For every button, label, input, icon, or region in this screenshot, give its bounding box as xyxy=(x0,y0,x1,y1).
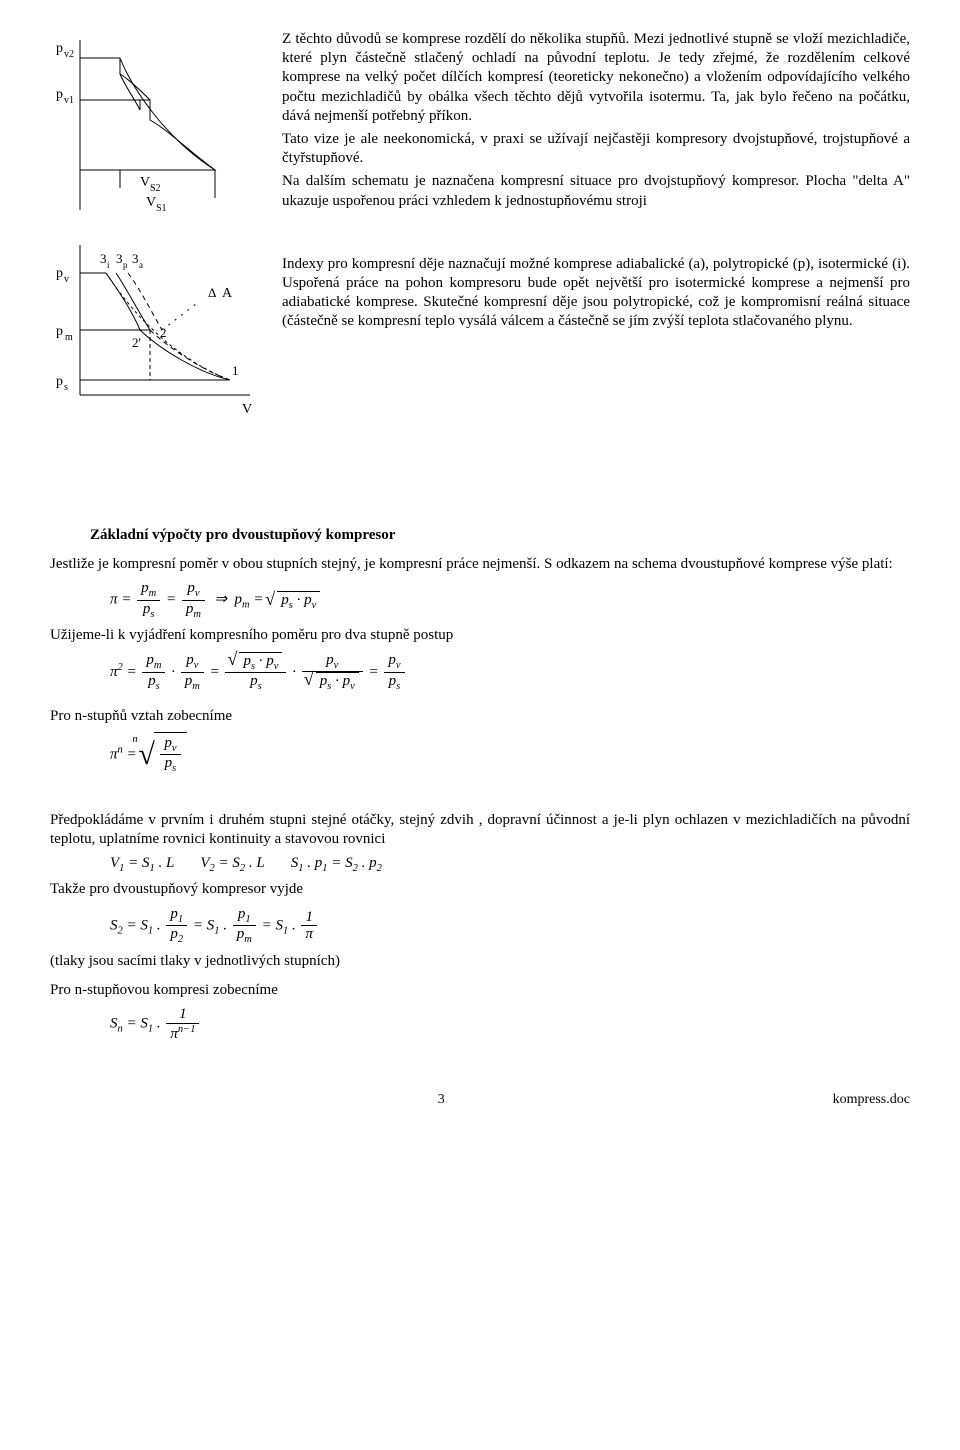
paragraph-1a: Z těchto důvodů se komprese rozdělí do n… xyxy=(282,30,910,126)
line-d: Předpokládáme v prvním i druhém stupni s… xyxy=(50,811,910,849)
line-a: Jestliže je kompresní poměr v obou stupn… xyxy=(50,555,910,574)
paragraph-2: Indexy pro kompresní děje naznačují možn… xyxy=(282,255,910,332)
section-heading: Základní výpočty pro dvoustupňový kompre… xyxy=(90,526,910,545)
equation-3: πn = n pvps xyxy=(110,732,910,775)
svg-text:A: A xyxy=(222,286,233,301)
svg-text:2': 2' xyxy=(132,335,141,350)
svg-text:p: p xyxy=(56,41,63,56)
svg-text:S1: S1 xyxy=(156,203,167,214)
svg-text:3: 3 xyxy=(132,251,139,266)
paragraph-1c: Na dalším schematu je naznačena kompresn… xyxy=(282,172,910,210)
equation-6: Sn = S1 . 1πn−1 xyxy=(110,1006,910,1042)
line-e: Takže pro dvoustupňový kompresor vyjde xyxy=(50,880,910,899)
svg-text:3: 3 xyxy=(100,251,107,266)
svg-text:V: V xyxy=(140,175,150,190)
line-b: Užijeme-li k vyjádření kompresního poměr… xyxy=(50,626,910,645)
svg-text:3: 3 xyxy=(116,251,123,266)
svg-text:V: V xyxy=(242,402,252,417)
top-text-column: Z těchto důvodů se komprese rozdělí do n… xyxy=(282,30,910,440)
svg-text:m: m xyxy=(65,332,73,343)
svg-text:2: 2 xyxy=(160,325,167,340)
line-g: Pro n-stupňovou kompresi zobecníme xyxy=(50,981,910,1000)
equation-4: V1 = S1 . L V2 = S2 . L S1 . p1 = S2 . p… xyxy=(110,855,910,874)
svg-text:S2: S2 xyxy=(150,183,161,194)
equation-5: S2 = S1 . p1p2 = S1 . p1pm = S1 . 1π xyxy=(110,906,910,946)
svg-text:p: p xyxy=(56,324,63,339)
svg-text:a: a xyxy=(139,260,143,270)
svg-text:p: p xyxy=(56,266,63,281)
diagram-column: pv2 pv1 VS2 VS1 xyxy=(50,30,270,440)
svg-text:p: p xyxy=(123,260,128,270)
line-c: Pro n-stupňů vztah zobecníme xyxy=(50,707,910,726)
svg-text:Δ: Δ xyxy=(208,285,216,300)
line-f: (tlaky jsou sacími tlaky v jednotlivých … xyxy=(50,952,910,971)
file-name: kompress.doc xyxy=(833,1092,910,1108)
paragraph-1b: Tato vize je ale neekonomická, v praxi s… xyxy=(282,130,910,168)
svg-text:v: v xyxy=(64,274,69,285)
svg-text:p: p xyxy=(56,87,63,102)
svg-text:V: V xyxy=(146,195,156,210)
svg-text:p: p xyxy=(56,374,63,389)
equation-2: π2 = pmps · pvpm = ps · pvps · pvps · pv… xyxy=(110,652,910,693)
pv-diagram-top: pv2 pv1 VS2 VS1 xyxy=(50,30,270,230)
svg-text:v1: v1 xyxy=(64,95,74,106)
svg-text:i: i xyxy=(107,260,110,270)
equation-1: π = pmps = pvpm ⇒ pm = ps · pv xyxy=(110,580,910,620)
page-footer: 3 kompress.doc xyxy=(50,1092,910,1108)
top-block: pv2 pv1 VS2 VS1 xyxy=(50,30,910,440)
svg-text:v2: v2 xyxy=(64,49,74,60)
page-number: 3 xyxy=(438,1092,445,1108)
svg-text:s: s xyxy=(64,382,68,393)
pv-diagram-bottom: pv pm ps 3i 3p 3a Δ A 2' 2 1 V xyxy=(50,235,270,435)
svg-text:1: 1 xyxy=(232,363,239,378)
